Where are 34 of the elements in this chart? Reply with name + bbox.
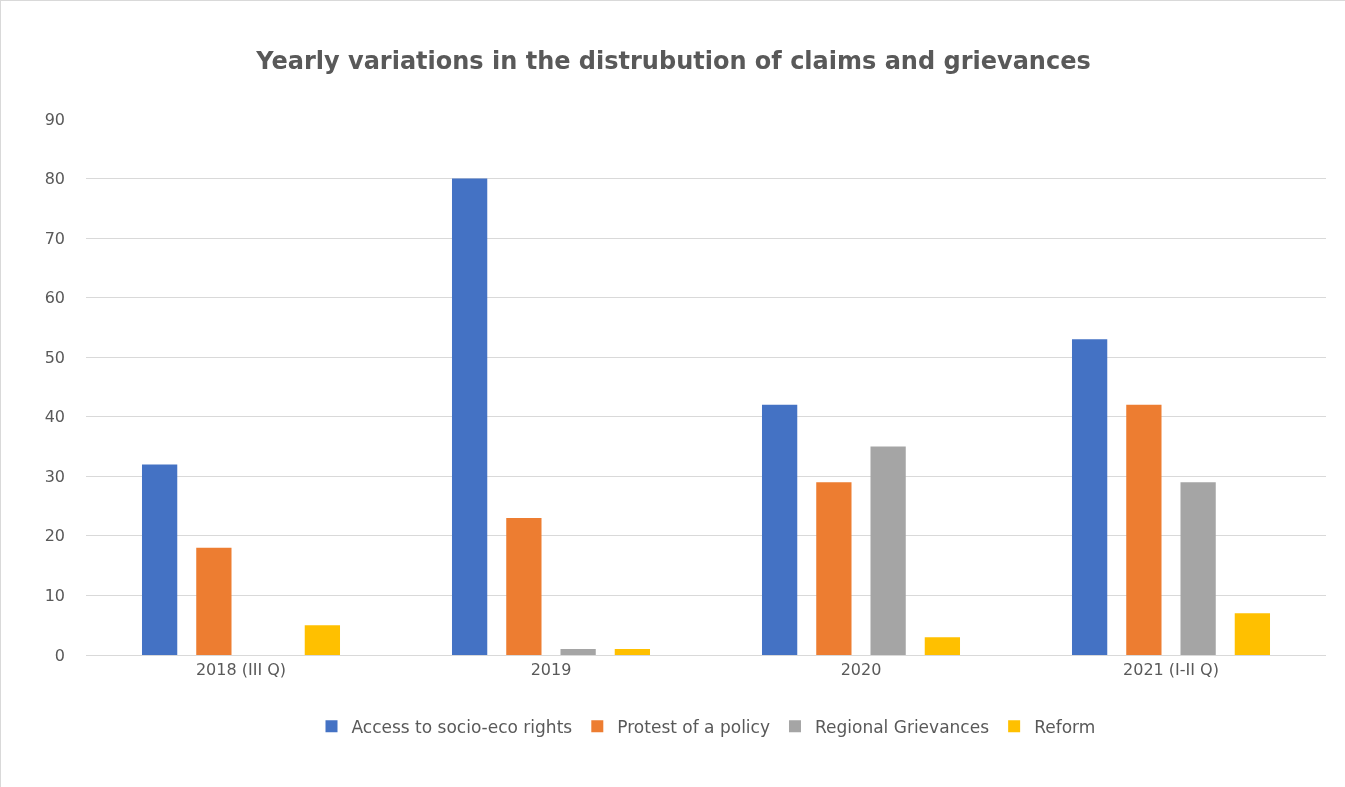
x-tick-label: 2018 (III Q): [195, 660, 287, 680]
bar: [1180, 482, 1216, 655]
x-tick-label: 2021 (I-II Q): [1123, 660, 1219, 680]
y-tick-label: 30: [44, 466, 65, 486]
bar: [506, 518, 542, 655]
bar: [1071, 339, 1108, 655]
legend-label: Reform: [1034, 716, 1096, 737]
bar: [614, 649, 651, 655]
bar: [870, 446, 906, 655]
bar: [304, 625, 341, 655]
bar: [761, 404, 798, 655]
y-tick-label: 0: [54, 645, 65, 665]
bar: [1126, 404, 1162, 655]
bar: [1234, 613, 1271, 655]
legend-label: Regional Grievances: [814, 716, 990, 737]
y-tick-label: 40: [44, 407, 65, 427]
y-tick-label: 70: [44, 228, 65, 248]
bar: [560, 649, 596, 655]
bar: [924, 637, 961, 655]
bar: [141, 464, 178, 655]
legend-label: Protest of a policy: [617, 716, 770, 737]
bar: [816, 482, 852, 655]
x-tick-label: 2019: [530, 660, 572, 680]
y-tick-label: 80: [44, 169, 65, 189]
y-tick-label: 60: [44, 288, 65, 308]
y-tick-label: 90: [44, 109, 65, 129]
x-tick-label: 2020: [840, 660, 882, 680]
bar: [451, 178, 488, 655]
bar: [196, 547, 232, 655]
y-tick-label: 50: [44, 347, 65, 367]
y-tick-label: 20: [44, 526, 65, 546]
legend-label: Access to socio-eco rights: [351, 716, 573, 737]
y-tick-label: 10: [44, 586, 65, 606]
chart-title: Yearly variations in the distrubution of claims and grievances: [255, 46, 1091, 75]
